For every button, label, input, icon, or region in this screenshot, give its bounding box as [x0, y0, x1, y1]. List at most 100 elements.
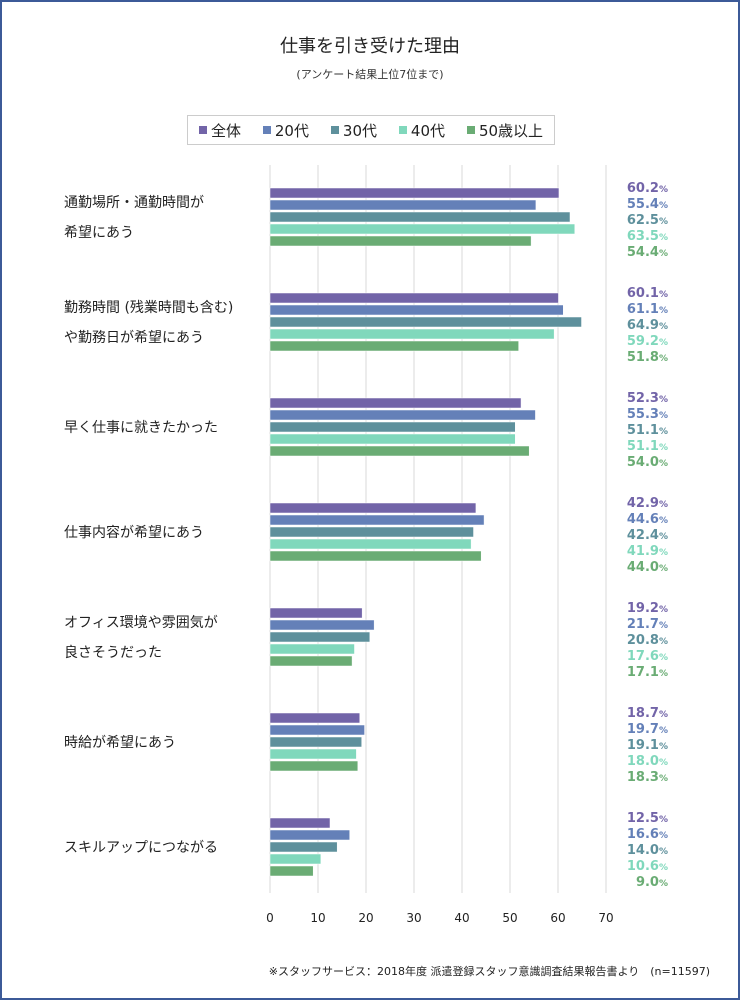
data-label: 64.9%	[627, 318, 668, 333]
legend-swatch	[262, 126, 271, 134]
category-label: 希望にあう	[64, 225, 134, 241]
data-label: 21.7%	[627, 617, 668, 632]
x-tick-label: 0	[266, 911, 274, 925]
data-label: 19.7%	[627, 722, 668, 737]
data-label: 51.1%	[627, 439, 668, 454]
bar	[269, 304, 564, 316]
bar	[269, 817, 331, 829]
data-label: 52.3%	[627, 391, 668, 406]
data-label: 61.1%	[627, 302, 668, 317]
bar	[269, 865, 314, 877]
category-label: オフィス環境や雰囲気が	[64, 615, 218, 631]
data-label: 44.0%	[627, 560, 668, 575]
data-label: 9.0%	[636, 875, 668, 890]
legend-label: 全体	[210, 121, 241, 140]
x-tick-label: 10	[310, 911, 325, 925]
bar	[269, 655, 353, 667]
bar	[269, 223, 576, 235]
bar	[269, 607, 363, 619]
category-label: 勤務時間 (残業時間も含む)	[64, 300, 233, 316]
x-tick-label: 30	[406, 911, 421, 925]
legend-label: 30代	[342, 121, 377, 140]
source-note: ※スタッフサービス：2018年度 派遣登録スタッフ意識調査結果報告書より (n=…	[268, 965, 710, 978]
bar	[269, 853, 322, 865]
data-label: 17.1%	[627, 665, 668, 680]
category-label: 仕事内容が希望にあう	[64, 524, 204, 541]
legend-label: 40代	[410, 121, 446, 140]
bar	[269, 211, 571, 223]
data-label: 10.6%	[627, 859, 668, 874]
bar	[269, 829, 350, 841]
data-label: 42.4%	[627, 528, 668, 543]
bar	[269, 187, 560, 199]
data-label: 20.8%	[627, 633, 668, 648]
legend-item: 30代	[330, 120, 377, 141]
data-label: 62.5%	[627, 213, 668, 228]
legend: 全体 20代 30代 40代 50歳以上	[187, 115, 555, 145]
category-label: スキルアップにつながる	[64, 840, 218, 856]
bar	[269, 409, 536, 421]
legend-label: 50歳以上	[478, 121, 544, 140]
data-label: 51.1%	[627, 423, 668, 438]
bar	[269, 235, 532, 247]
bar	[269, 421, 516, 433]
data-label: 63.5%	[627, 229, 668, 244]
x-tick-label: 50	[502, 911, 517, 925]
x-tick-label: 40	[454, 911, 469, 925]
bar	[269, 643, 355, 655]
bar	[269, 841, 338, 853]
bar	[269, 538, 472, 550]
bar	[269, 316, 582, 328]
bar	[269, 502, 477, 514]
bar	[269, 736, 362, 748]
data-label: 44.6%	[627, 512, 668, 527]
data-label: 16.6%	[627, 827, 668, 842]
category-label: 良さそうだった	[64, 645, 162, 661]
legend-item: 20代	[262, 120, 309, 141]
bar	[269, 550, 482, 562]
data-label: 54.0%	[627, 455, 668, 470]
data-label: 41.9%	[627, 544, 668, 559]
chart-subtitle: (アンケート結果上位7位まで)	[296, 68, 444, 81]
category-label: や勤務日が希望にあう	[64, 330, 204, 346]
legend-item: 50歳以上	[466, 120, 544, 141]
legend-label: 20代	[274, 121, 309, 140]
data-label: 55.3%	[627, 407, 668, 422]
data-label: 54.4%	[627, 245, 668, 260]
data-label: 14.0%	[627, 843, 668, 858]
bar	[269, 445, 530, 457]
bar	[269, 748, 357, 760]
bar	[269, 328, 555, 340]
chart-title: 仕事を引き受けた理由	[280, 36, 460, 57]
legend-swatch	[466, 126, 475, 134]
x-tick-label: 70	[598, 911, 613, 925]
category-label: 時給が希望にあう	[64, 735, 176, 751]
bar	[269, 397, 522, 409]
legend-item: 全体	[198, 120, 241, 141]
legend-swatch	[198, 126, 207, 134]
bar	[269, 433, 516, 445]
data-label: 18.7%	[627, 706, 668, 721]
legend-swatch	[330, 126, 339, 134]
category-label: 早く仕事に就きたかった	[64, 420, 218, 436]
data-label: 12.5%	[627, 811, 668, 826]
data-label: 60.2%	[627, 181, 668, 196]
x-tick-label: 20	[358, 911, 373, 925]
legend-item: 40代	[398, 120, 446, 141]
data-label: 18.0%	[627, 754, 668, 769]
bar	[269, 514, 485, 526]
legend-swatch	[398, 126, 407, 134]
bar	[269, 631, 371, 643]
bar	[269, 760, 359, 772]
data-label: 55.4%	[627, 197, 668, 212]
data-label: 51.8%	[627, 350, 668, 365]
x-tick-label: 60	[550, 911, 565, 925]
data-label: 18.3%	[627, 770, 668, 785]
data-label: 42.9%	[627, 496, 668, 511]
bar	[269, 724, 365, 736]
data-label: 17.6%	[627, 649, 668, 664]
data-label: 19.2%	[627, 601, 668, 616]
category-label: 通勤場所・通勤時間が	[64, 195, 204, 211]
